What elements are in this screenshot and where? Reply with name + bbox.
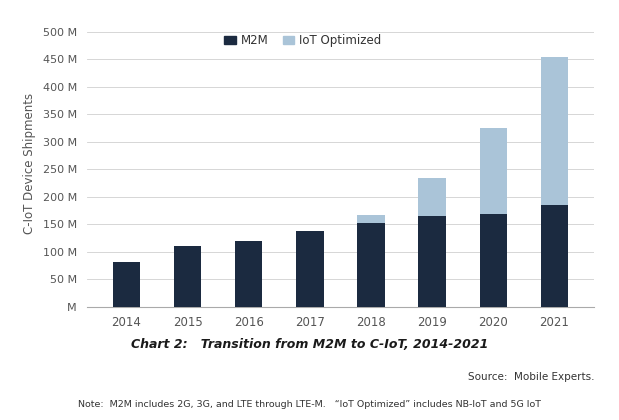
Bar xyxy=(480,128,507,214)
Bar xyxy=(235,241,262,307)
Text: Note:  M2M includes 2G, 3G, and LTE through LTE-M.   “IoT Optimized” includes NB: Note: M2M includes 2G, 3G, and LTE throu… xyxy=(78,400,541,409)
Legend: M2M, IoT Optimized: M2M, IoT Optimized xyxy=(220,30,386,52)
Text: Chart 2:   Transition from M2M to C-IoT, 2014-2021: Chart 2: Transition from M2M to C-IoT, 2… xyxy=(131,338,488,351)
Bar xyxy=(174,246,201,307)
Bar xyxy=(541,205,568,307)
Text: Source:  Mobile Experts.: Source: Mobile Experts. xyxy=(468,372,594,382)
Bar xyxy=(480,214,507,307)
Bar xyxy=(113,262,140,307)
Bar xyxy=(357,223,385,307)
Bar xyxy=(357,215,385,223)
Y-axis label: C-IoT Device Shipments: C-IoT Device Shipments xyxy=(23,93,36,234)
Bar xyxy=(541,57,568,205)
Bar xyxy=(296,231,324,307)
Bar xyxy=(418,216,446,307)
Bar xyxy=(418,178,446,216)
